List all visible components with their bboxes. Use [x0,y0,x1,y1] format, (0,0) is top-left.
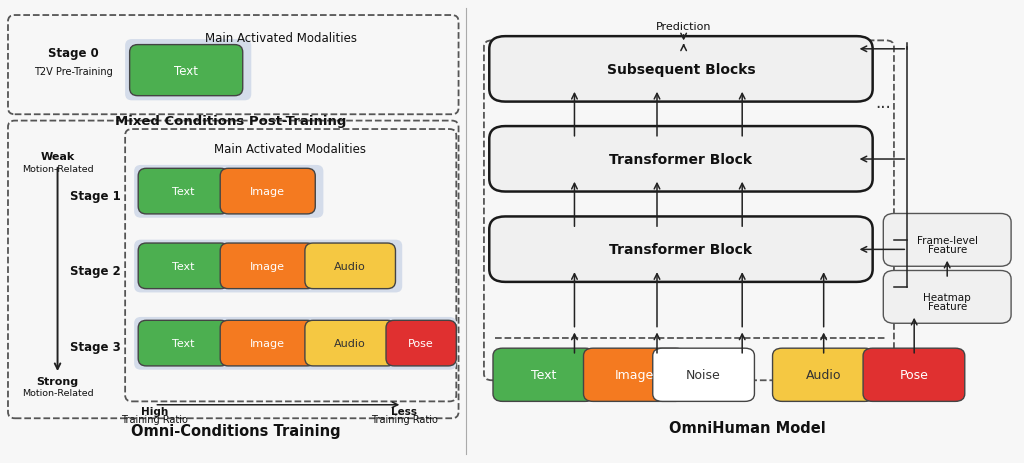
FancyBboxPatch shape [489,37,872,102]
FancyBboxPatch shape [8,16,459,115]
Text: Pose: Pose [899,369,929,382]
Text: Audio: Audio [806,369,841,382]
Text: Feature: Feature [928,244,967,254]
FancyBboxPatch shape [125,130,457,401]
FancyBboxPatch shape [489,127,872,192]
Text: Image: Image [250,261,286,271]
Text: T2V Pre-Training: T2V Pre-Training [34,67,113,77]
Text: Frame-level: Frame-level [916,235,978,245]
FancyBboxPatch shape [484,41,894,381]
Text: Transformer Block: Transformer Block [609,153,753,167]
Text: Mixed Conditions Post-Training: Mixed Conditions Post-Training [116,115,347,128]
Text: Audio: Audio [334,338,366,348]
Text: Audio: Audio [334,261,366,271]
FancyBboxPatch shape [884,214,1011,267]
Text: High: High [140,406,168,416]
Text: Main Activated Modalities: Main Activated Modalities [214,143,366,156]
Text: Heatmap: Heatmap [924,292,971,302]
FancyBboxPatch shape [130,45,243,96]
Text: Stage 1: Stage 1 [71,189,121,202]
FancyBboxPatch shape [220,244,315,289]
FancyBboxPatch shape [138,320,228,366]
FancyBboxPatch shape [134,166,324,218]
Text: Weak: Weak [40,152,75,162]
Text: Text: Text [531,369,556,382]
Text: Image: Image [614,369,654,382]
Text: Image: Image [250,187,286,197]
FancyBboxPatch shape [138,169,228,214]
Text: Noise: Noise [686,369,721,382]
Text: Text: Text [172,261,195,271]
FancyBboxPatch shape [305,320,395,366]
Text: Stage 2: Stage 2 [71,264,121,277]
FancyBboxPatch shape [138,244,228,289]
Text: Training Ratio: Training Ratio [371,414,438,424]
FancyBboxPatch shape [652,349,755,401]
FancyBboxPatch shape [386,320,457,366]
FancyBboxPatch shape [220,320,315,366]
Text: Image: Image [250,338,286,348]
Text: Stage 0: Stage 0 [48,47,98,60]
Text: Training Ratio: Training Ratio [121,414,187,424]
Text: Text: Text [174,64,199,77]
FancyBboxPatch shape [489,217,872,282]
Text: Main Activated Modalities: Main Activated Modalities [205,32,356,45]
Text: Motion-Related: Motion-Related [22,164,93,174]
Text: Pose: Pose [409,338,434,348]
Text: Transformer Block: Transformer Block [609,243,753,257]
FancyBboxPatch shape [125,40,251,101]
FancyBboxPatch shape [884,271,1011,324]
FancyBboxPatch shape [493,349,595,401]
FancyBboxPatch shape [584,349,685,401]
Text: Strong: Strong [37,376,79,386]
FancyBboxPatch shape [8,121,459,419]
FancyBboxPatch shape [863,349,965,401]
Text: ...: ... [876,94,891,111]
FancyBboxPatch shape [134,317,457,370]
Text: Prediction: Prediction [656,22,712,31]
FancyBboxPatch shape [305,244,395,289]
Text: OmniHuman Model: OmniHuman Model [669,420,826,435]
Text: Less: Less [391,406,418,416]
Text: Stage 3: Stage 3 [71,340,121,353]
Text: Omni-Conditions Training: Omni-Conditions Training [131,423,340,438]
FancyBboxPatch shape [220,169,315,214]
FancyBboxPatch shape [134,240,402,293]
Text: Feature: Feature [928,301,967,311]
Text: Text: Text [172,187,195,197]
Text: Subsequent Blocks: Subsequent Blocks [606,63,756,77]
Text: Text: Text [172,338,195,348]
FancyBboxPatch shape [772,349,874,401]
Text: Motion-Related: Motion-Related [22,388,93,397]
